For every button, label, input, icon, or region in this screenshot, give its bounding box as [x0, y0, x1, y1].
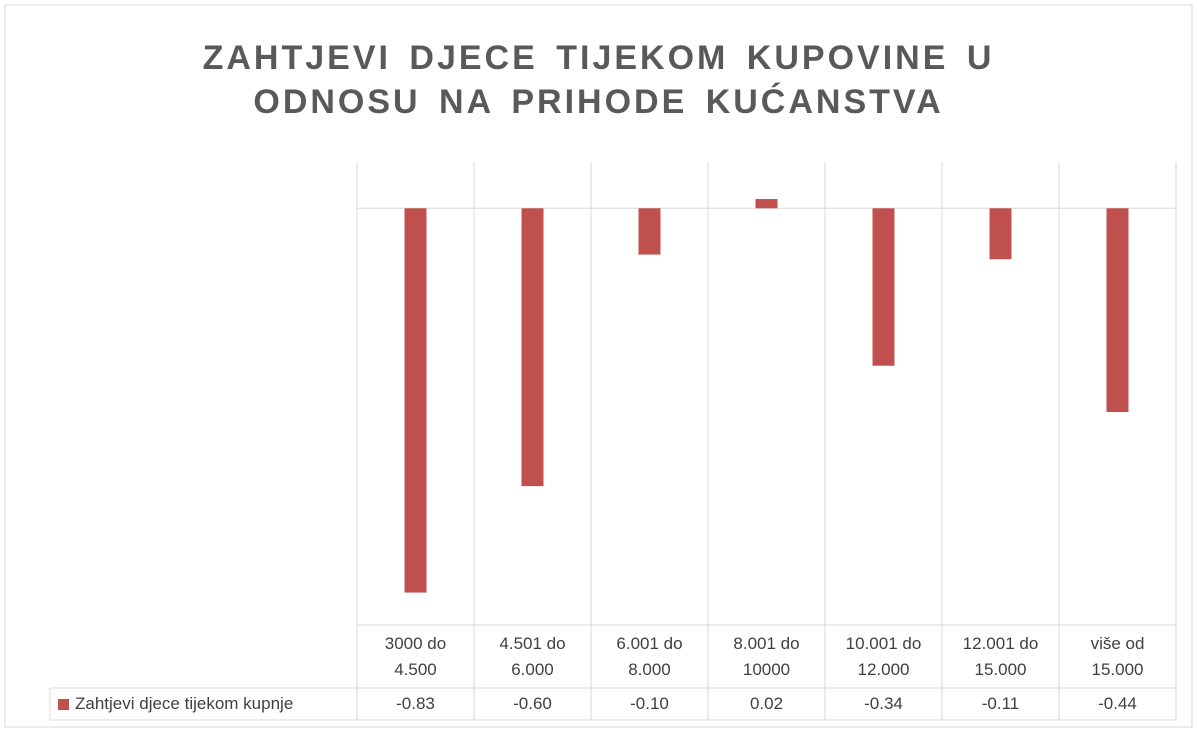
bar: [638, 208, 661, 255]
category-label: 6.001 do 8.000: [616, 633, 683, 679]
bar: [755, 199, 778, 209]
value-label: -0.44: [1098, 694, 1137, 713]
value-label: -0.10: [630, 694, 669, 713]
value-label: 0.02: [749, 694, 784, 713]
category-label: 8.001 do 10000: [733, 633, 800, 679]
value-label: -0.11: [981, 694, 1020, 713]
chart-title: ZAHTJEVI DJECE TIJEKOM KUPOVINE U ODNOSU…: [0, 36, 1197, 124]
chart-border: [4, 4, 1193, 728]
legend-swatch: [58, 698, 69, 710]
bar: [404, 208, 427, 593]
value-label: -0.34: [864, 694, 903, 713]
category-label: 12.001 do 15.000: [962, 633, 1039, 679]
category-label: više od 15.000: [1090, 633, 1145, 679]
bar: [989, 208, 1012, 260]
legend-entry: Zahtjevi djece tijekom kupnje: [58, 688, 293, 720]
bar: [521, 208, 544, 487]
legend-label: Zahtjevi djece tijekom kupnje: [75, 694, 294, 713]
chart-title-text: ZAHTJEVI DJECE TIJEKOM KUPOVINE U ODNOSU…: [202, 39, 995, 121]
bar: [1106, 208, 1129, 413]
bar: [872, 208, 895, 366]
value-label: -0.83: [396, 694, 435, 713]
category-label: 4.501 do 6.000: [499, 633, 566, 679]
value-label: -0.60: [513, 694, 552, 713]
category-label: 10.001 do 12.000: [845, 633, 922, 679]
category-label: 3000 do 4.500: [384, 633, 447, 679]
